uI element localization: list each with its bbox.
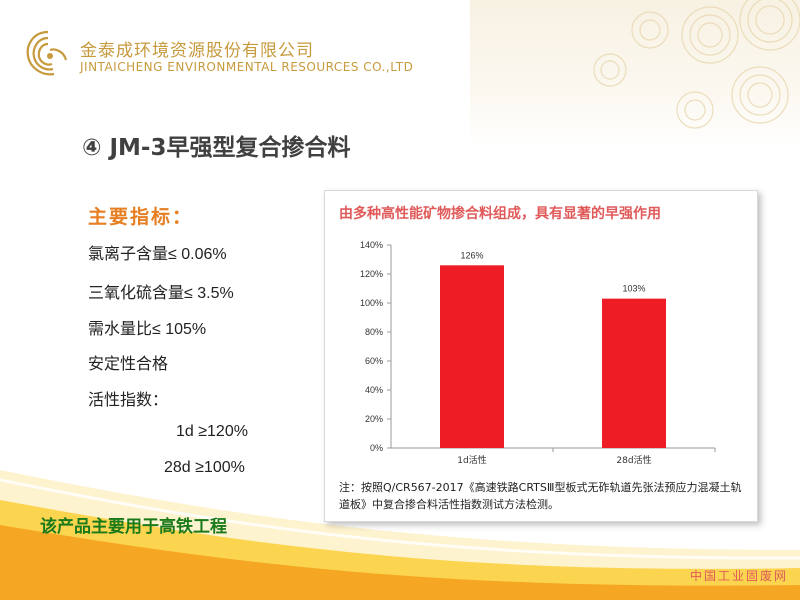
y-tick-label: 100% bbox=[360, 298, 383, 308]
bottom-swoosh-decoration bbox=[0, 470, 800, 600]
indicator-item: 三氧化硫含量≤ 3.5% bbox=[88, 285, 234, 302]
indicator-sub-item: 1d ≥120% bbox=[176, 423, 248, 440]
usage-note: 该产品主要用于高铁工程 bbox=[40, 517, 227, 537]
x-category-label: 1d活性 bbox=[457, 454, 486, 466]
company-logo-icon bbox=[26, 30, 68, 76]
y-tick-label: 60% bbox=[365, 356, 383, 366]
activity-index-bar-chart: 0% 20% 40% 60% 80% 100% 120% 140% 126% 1d活性 103% 28… bbox=[360, 240, 716, 466]
watermark: 中国工业固废网 bbox=[689, 569, 788, 583]
indicator-item: 氯离子含量≤ 0.06% bbox=[88, 246, 227, 263]
indicator-item: 活性指数： bbox=[88, 392, 169, 409]
header-wave-decoration bbox=[470, 0, 800, 150]
company-name-cn: 金泰成环境资源股份有限公司 bbox=[80, 41, 314, 61]
x-category-label: 28d活性 bbox=[616, 454, 651, 466]
y-tick-label: 0% bbox=[370, 443, 383, 453]
chart-footnote: 注：按照Q/CR567-2017《高速铁路CRTSⅢ型板式无砟轨道先张法预应力混… bbox=[339, 481, 742, 511]
indicator-item: 安定性合格 bbox=[88, 356, 169, 373]
indicators-heading: 主要指标： bbox=[88, 206, 194, 228]
company-name-en: JINTAICHENG ENVIRONMENTAL RESOURCES CO.,… bbox=[80, 60, 414, 74]
y-tick-label: 140% bbox=[360, 240, 383, 250]
indicator-item: 需水量比≤ 105% bbox=[88, 321, 207, 338]
wave-pattern-decoration bbox=[593, 0, 800, 129]
bar-data-label: 126% bbox=[460, 250, 483, 260]
bar-data-label: 103% bbox=[622, 284, 645, 294]
slide-title: ④ JM-3早强型复合掺合料 bbox=[82, 135, 351, 161]
y-tick-label: 20% bbox=[365, 414, 383, 424]
bar bbox=[440, 265, 504, 448]
y-tick-label: 120% bbox=[360, 269, 383, 279]
y-tick-label: 80% bbox=[365, 327, 383, 337]
chart-panel: 由多种高性能矿物掺合料组成，具有显著的早强作用 0% 20% 40% 60% 80% 10… bbox=[324, 190, 758, 522]
chart-panel-title: 由多种高性能矿物掺合料组成，具有显著的早强作用 bbox=[339, 206, 661, 222]
y-tick-label: 40% bbox=[365, 385, 383, 395]
bar bbox=[602, 298, 666, 448]
indicator-sub-item: 28d ≥100% bbox=[164, 459, 245, 476]
